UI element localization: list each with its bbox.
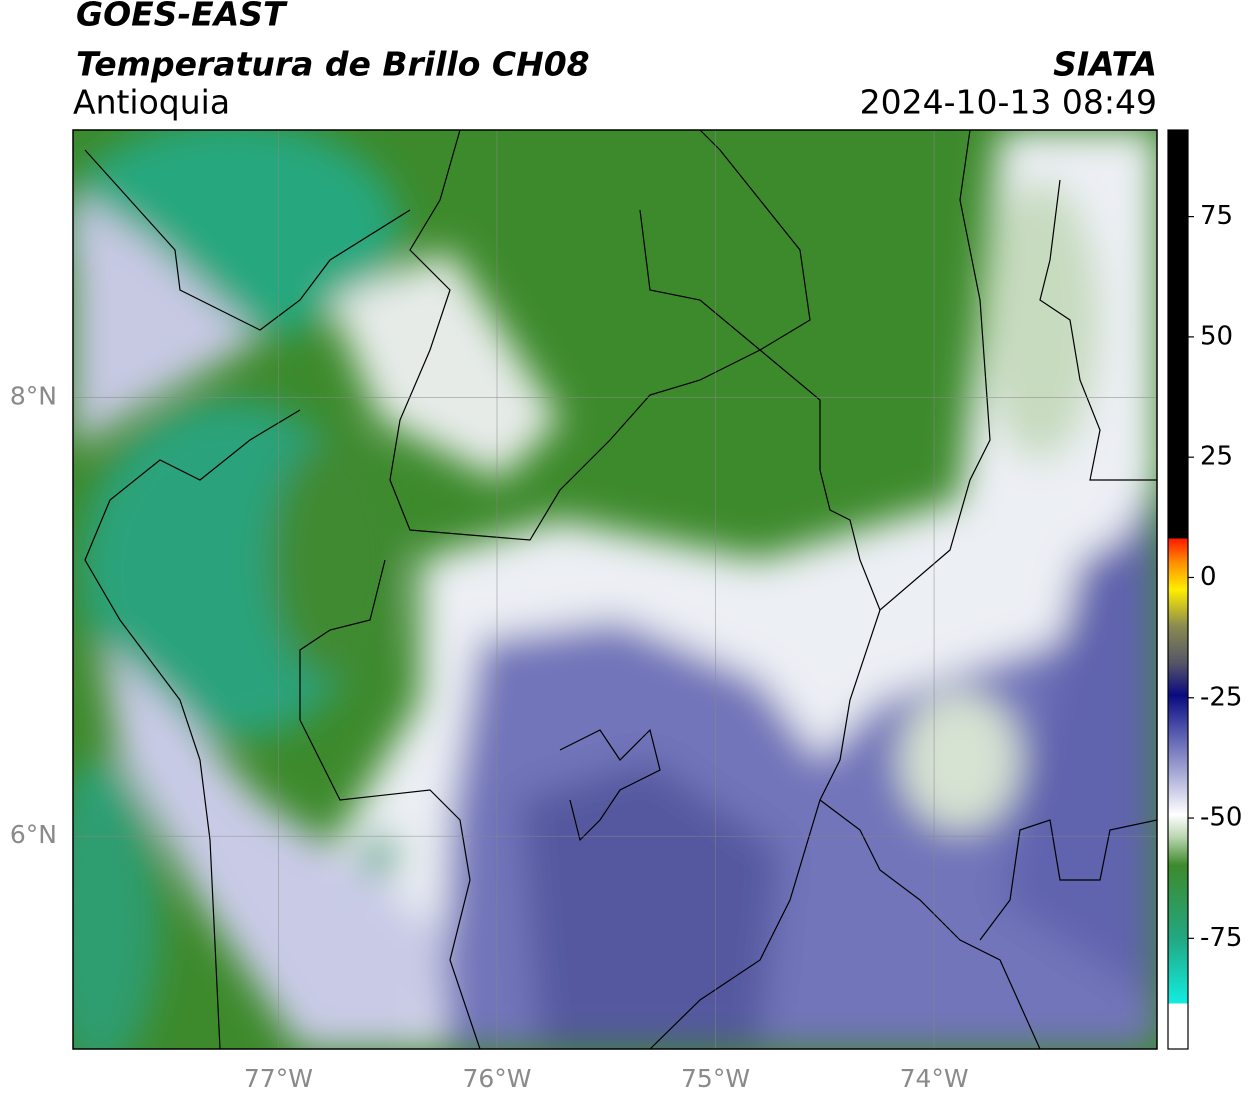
- colorbar-tick-label: 50: [1200, 321, 1233, 351]
- map-frame: [72, 129, 1158, 1050]
- source: SIATA: [1053, 45, 1157, 84]
- subtitle: Temperatura de Brillo CH08: [76, 45, 590, 84]
- colorbar-tick-label: 25: [1200, 442, 1233, 472]
- colorbar-tick-label: -25: [1200, 682, 1242, 712]
- x-tick-label: 75°W: [681, 1064, 750, 1093]
- title: GOES-EAST: [76, 0, 288, 34]
- grid: [73, 130, 1157, 1049]
- colorbar-tick-label: -50: [1200, 803, 1242, 833]
- colorbar-tick-label: 75: [1200, 201, 1233, 231]
- y-tick-label: 6°N: [10, 820, 57, 849]
- region: Antioquia: [73, 83, 230, 122]
- colorbar-tick-label: -75: [1200, 923, 1242, 953]
- colorbar-tick-label: 0: [1200, 562, 1217, 592]
- x-tick-label: 77°W: [244, 1064, 313, 1093]
- x-tick-label: 76°W: [462, 1064, 531, 1093]
- y-tick-label: 8°N: [10, 382, 57, 411]
- satellite-image: [73, 130, 1157, 1049]
- colorbar: [1167, 129, 1189, 1050]
- x-tick-label: 74°W: [900, 1064, 969, 1093]
- datetime: 2024-10-13 08:49: [860, 83, 1157, 122]
